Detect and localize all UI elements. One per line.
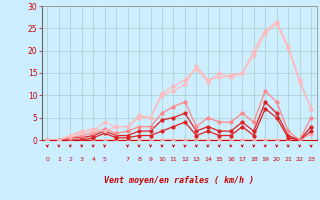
X-axis label: Vent moyen/en rafales ( km/h ): Vent moyen/en rafales ( km/h ) — [104, 176, 254, 185]
